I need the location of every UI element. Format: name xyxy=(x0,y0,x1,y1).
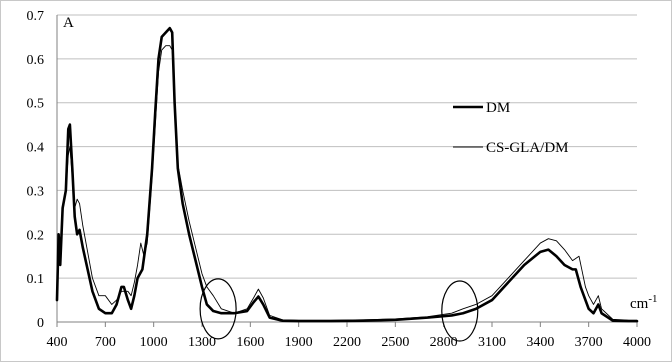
annotations xyxy=(199,278,479,342)
y-tick-label: 0.2 xyxy=(27,228,45,243)
x-tick-label: 1600 xyxy=(236,335,264,350)
x-tick-label: 2800 xyxy=(430,335,458,350)
x-tick-label: 4000 xyxy=(623,335,651,350)
series-line-cs-gla-dm xyxy=(56,45,638,321)
legend: DM CS-GLA/DM xyxy=(453,100,569,156)
series-lines xyxy=(55,26,639,323)
x-tick-label: 3700 xyxy=(575,335,603,350)
annotation-ellipse-2 xyxy=(441,280,479,342)
legend-label-dm: DM xyxy=(486,100,510,116)
x-tick-label: 400 xyxy=(47,335,68,350)
y-tick-label: 0.1 xyxy=(27,272,45,287)
x-tick-label: 700 xyxy=(95,335,116,350)
x-tick-label: 1900 xyxy=(285,335,313,350)
x-tick-label: 3100 xyxy=(478,335,506,350)
y-tick-label: 0.6 xyxy=(27,53,45,68)
series-line-dm xyxy=(55,26,639,323)
axes: 0 0.1 0.2 0.3 0.4 0.5 0.6 0.7 400 700 1000 1300 1600… xyxy=(27,9,658,350)
x-tick-label: 1000 xyxy=(140,335,168,350)
x-axis-label-superscript: -1 xyxy=(648,293,657,305)
y-tick-label: 0.4 xyxy=(27,141,45,156)
x-tick-label: 2200 xyxy=(333,335,361,350)
y-axis-label: A xyxy=(63,15,74,31)
annotation-ellipse-1 xyxy=(199,278,237,340)
gridlines xyxy=(57,14,637,323)
x-tick-label: 2500 xyxy=(381,335,409,350)
y-tick-label: 0.3 xyxy=(27,184,45,199)
legend-label-cs-gla-dm: CS-GLA/DM xyxy=(486,140,569,156)
y-tick-label: 0 xyxy=(37,316,44,331)
x-tick-label: 1300 xyxy=(188,335,216,350)
y-tick-label: 0.7 xyxy=(27,9,45,24)
x-axis-label-base: cm xyxy=(630,296,649,312)
x-axis-label: cm-1 xyxy=(630,293,658,312)
y-tick-label: 0.5 xyxy=(27,97,45,112)
x-tick-label: 3400 xyxy=(526,335,554,350)
